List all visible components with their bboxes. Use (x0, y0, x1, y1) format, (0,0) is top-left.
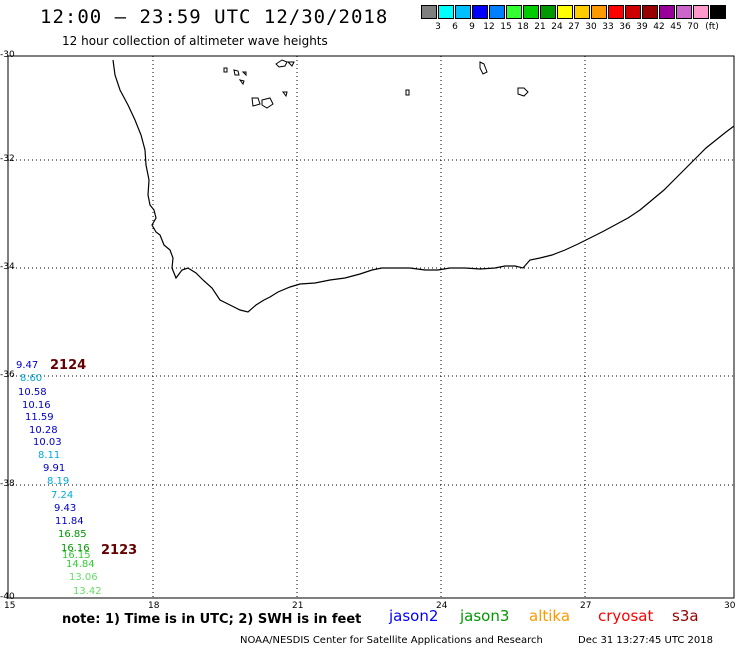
satellite-name: cryosat (598, 607, 654, 625)
wave-height-value: 14.84 (66, 559, 95, 570)
legend-tick-label: 12 (483, 22, 495, 32)
latitude-label: -38 (0, 479, 15, 489)
footer-note: note: 1) Time is in UTC; 2) SWH is in fe… (62, 612, 362, 627)
wave-height-value: 16.15 (62, 550, 91, 561)
legend-swatch (557, 5, 573, 19)
legend-swatch (574, 5, 590, 19)
wave-height-value: 9.47 (16, 360, 39, 371)
legend-tick-label: 24 (551, 22, 563, 32)
legend-unit: (ft) (705, 22, 719, 32)
wave-height-value: 13.42 (73, 586, 102, 597)
longitude-label: 21 (292, 601, 304, 611)
legend-swatch (540, 5, 556, 19)
graticule (8, 56, 734, 598)
legend-tick-label: 6 (452, 22, 458, 32)
legend-swatch (608, 5, 624, 19)
legend-swatch (506, 5, 522, 19)
wave-height-value: 9.91 (43, 463, 66, 474)
map-title: 12:00 – 23:59 UTC 12/30/2018 (40, 6, 389, 28)
satellite-name: jason3 (460, 607, 510, 625)
credit-line: NOAA/NESDIS Center for Satellite Applica… (240, 635, 543, 646)
legend-tick-label: 9 (469, 22, 475, 32)
legend-tick-label: 70 (687, 22, 699, 32)
satellite-name: s3a (672, 607, 699, 625)
legend-swatch (489, 5, 505, 19)
legend-tick-label: 39 (636, 22, 648, 32)
legend-swatch (676, 5, 692, 19)
wave-height-value: 8.11 (38, 450, 61, 461)
wave-height-value: 16.85 (58, 529, 87, 540)
wave-height-value: 16.16 (61, 543, 90, 554)
wave-height-value: 10.28 (29, 425, 58, 436)
pass-label-2124: 2124 (50, 358, 87, 373)
legend-swatch (710, 5, 726, 19)
legend-swatch (523, 5, 539, 19)
legend-tick-label: 33 (602, 22, 614, 32)
legend-swatch (625, 5, 641, 19)
latitude-label: -34 (0, 262, 15, 272)
wave-height-value: 8.19 (47, 476, 70, 487)
legend-tick-label: 18 (517, 22, 529, 32)
wave-height-value: 9.43 (54, 503, 77, 514)
map-subtitle: 12 hour collection of altimeter wave hei… (62, 34, 328, 48)
coastline (112, 59, 735, 313)
map-frame (7, 55, 735, 599)
wave-height-value: 10.16 (22, 400, 51, 411)
legend-tick-label: 30 (585, 22, 597, 32)
wave-height-value: 8.60 (20, 373, 43, 384)
legend-tick-label: 36 (619, 22, 631, 32)
wave-height-value: 11.59 (25, 412, 54, 423)
wave-height-value: 13.06 (69, 572, 98, 583)
pass-label-2123: 2123 (101, 543, 138, 558)
latitude-label: -36 (0, 370, 15, 380)
legend-swatch (421, 5, 437, 19)
legend-swatch (472, 5, 488, 19)
legend-tick-label: 3 (435, 22, 441, 32)
latitude-label: -30 (0, 50, 15, 60)
latitude-label: -40 (0, 592, 15, 602)
legend-swatch (659, 5, 675, 19)
longitude-label: 15 (4, 601, 16, 611)
legend-swatch (591, 5, 607, 19)
inland-features (223, 59, 529, 109)
wave-height-value: 10.03 (33, 437, 62, 448)
wave-height-value: 11.84 (55, 516, 84, 527)
satellite-name: altika (529, 607, 571, 625)
legend-swatch (642, 5, 658, 19)
longitude-label: 30 (724, 601, 736, 611)
longitude-label: 18 (148, 601, 160, 611)
latitude-label: -32 (0, 154, 15, 164)
satellite-name: jason2 (389, 607, 439, 625)
wave-height-value: 7.24 (51, 490, 74, 501)
legend-swatch (438, 5, 454, 19)
longitude-label: 27 (580, 601, 592, 611)
legend-tick-label: 42 (653, 22, 665, 32)
legend-swatch (455, 5, 471, 19)
legend-swatch (693, 5, 709, 19)
timestamp: Dec 31 13:27:45 UTC 2018 (578, 635, 713, 646)
wave-height-value: 10.58 (18, 387, 47, 398)
legend-tick-label: 21 (534, 22, 546, 32)
legend-tick-label: 27 (568, 22, 580, 32)
legend-tick-label: 45 (670, 22, 682, 32)
legend-tick-label: 15 (500, 22, 512, 32)
longitude-label: 24 (436, 601, 448, 611)
